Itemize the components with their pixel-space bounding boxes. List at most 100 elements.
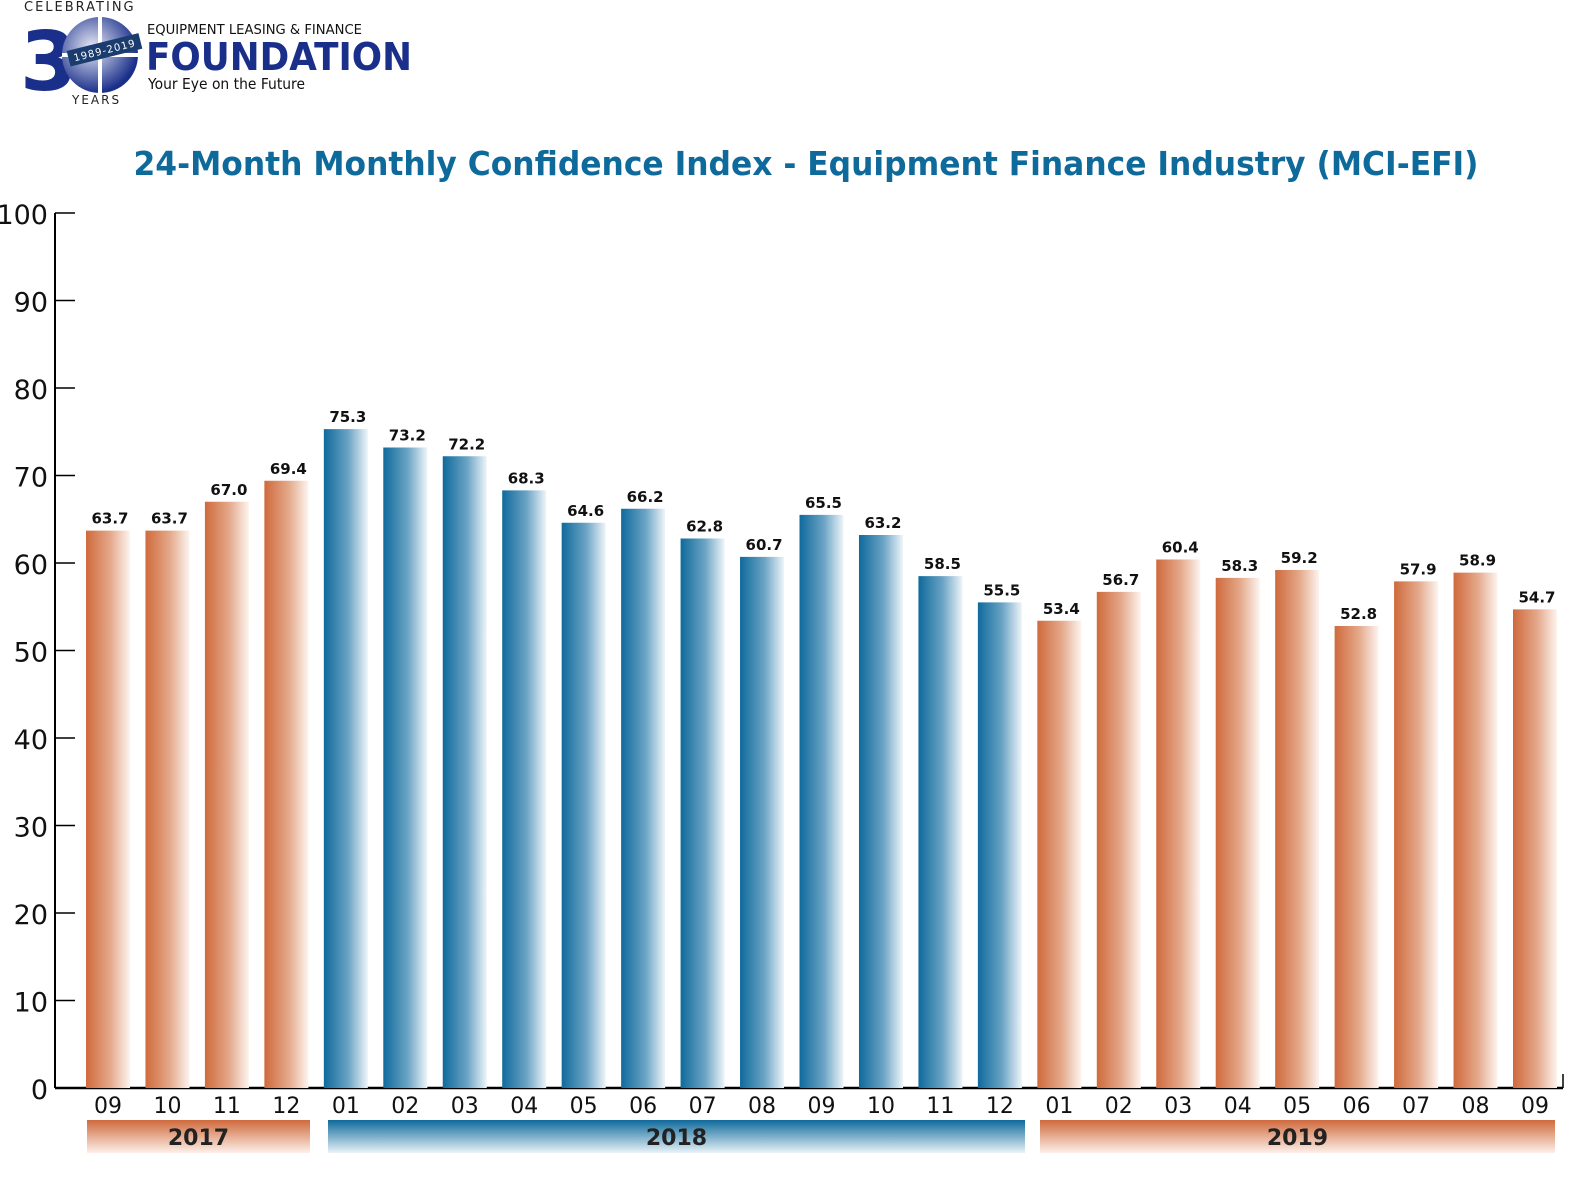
y-tick-label: 60 [14, 550, 48, 581]
bar [1334, 626, 1379, 1088]
year-band [328, 1120, 1025, 1153]
x-tick-label: 04 [1224, 1094, 1252, 1119]
data-label: 73.2 [389, 427, 426, 445]
bar [740, 556, 785, 1088]
bar [86, 530, 130, 1088]
x-tick-label: 08 [748, 1094, 776, 1119]
bar [383, 447, 428, 1088]
chart-title: 24-Month Monthly Confidence Index - Equi… [134, 144, 1479, 183]
y-tick-label: 40 [14, 725, 48, 756]
year-band [87, 1120, 310, 1153]
bar [502, 490, 547, 1088]
data-label: 67.0 [210, 481, 247, 499]
year-band [1040, 1120, 1555, 1153]
x-tick-label: 02 [391, 1094, 419, 1119]
logo-tagline: Your Eye on the Future [147, 75, 305, 93]
logo-years: YEARS [71, 93, 121, 107]
x-tick-label: 12 [272, 1094, 300, 1119]
x-tick-label: 05 [570, 1094, 598, 1119]
x-tick-label: 12 [986, 1094, 1014, 1119]
bar [442, 456, 487, 1088]
year-label: 2019 [1267, 1126, 1328, 1151]
x-tick-label: 07 [1402, 1094, 1430, 1119]
bar [1275, 570, 1320, 1088]
data-label: 55.5 [983, 581, 1020, 599]
bar [977, 602, 1022, 1088]
data-label: 53.4 [1043, 600, 1080, 618]
bar [561, 522, 606, 1088]
data-label: 60.4 [1162, 539, 1199, 557]
x-tick-label: 06 [629, 1094, 657, 1119]
x-tick-label: 02 [1105, 1094, 1133, 1119]
bar [1513, 609, 1557, 1088]
foundation-logo: CELEBRATING 3 1989-2019 YEARS EQUIPMENT … [20, 0, 412, 110]
y-tick-label: 0 [31, 1075, 48, 1106]
bar [1394, 581, 1439, 1088]
bar [204, 501, 249, 1088]
bar [264, 480, 309, 1088]
x-tick-label: 09 [94, 1094, 122, 1119]
x-tick-label: 09 [808, 1094, 836, 1119]
data-label: 59.2 [1281, 549, 1318, 567]
data-label: 63.7 [151, 510, 188, 528]
y-tick-label: 80 [14, 375, 48, 406]
x-tick-label: 03 [1164, 1094, 1192, 1119]
bar [621, 508, 666, 1088]
bar [1453, 572, 1498, 1088]
y-tick-label: 50 [14, 638, 48, 669]
data-label: 58.3 [1221, 557, 1258, 575]
bar [1096, 591, 1141, 1088]
data-label: 54.7 [1518, 588, 1555, 606]
bar [1215, 577, 1260, 1088]
data-label: 68.3 [508, 469, 545, 487]
data-label: 57.9 [1400, 560, 1437, 578]
x-tick-label: 01 [1045, 1094, 1073, 1119]
data-label: 62.8 [686, 518, 723, 536]
bar [680, 538, 725, 1088]
data-label: 69.4 [270, 460, 307, 478]
y-tick-label: 30 [14, 813, 48, 844]
x-tick-label: 07 [689, 1094, 717, 1119]
bar [799, 514, 844, 1088]
bar [1037, 620, 1082, 1088]
bar [858, 535, 903, 1088]
x-tick-label: 03 [451, 1094, 479, 1119]
data-label: 56.7 [1102, 571, 1139, 589]
x-tick-label: 08 [1462, 1094, 1490, 1119]
x-tick-label: 04 [510, 1094, 538, 1119]
y-tick-label: 10 [14, 988, 48, 1019]
bar [918, 576, 963, 1088]
x-tick-label: 11 [213, 1094, 241, 1119]
bar [1156, 559, 1201, 1088]
y-tick-label: 90 [14, 288, 48, 319]
bar [145, 530, 190, 1088]
data-label: 66.2 [627, 488, 664, 506]
x-tick-label: 01 [332, 1094, 360, 1119]
x-tick-label: 06 [1343, 1094, 1371, 1119]
data-label: 64.6 [567, 502, 604, 520]
y-tick-label: 100 [0, 200, 48, 231]
y-tick-label: 70 [14, 463, 48, 494]
year-label: 2018 [646, 1126, 707, 1151]
bar [323, 429, 368, 1088]
data-label: 63.7 [91, 510, 128, 528]
data-label: 58.9 [1459, 552, 1496, 570]
x-tick-label: 05 [1283, 1094, 1311, 1119]
data-label: 60.7 [746, 536, 783, 554]
data-label: 75.3 [329, 408, 366, 426]
logo-org-name: FOUNDATION [146, 35, 412, 79]
logo-celebrating: CELEBRATING [24, 0, 136, 15]
x-tick-label: 10 [867, 1094, 895, 1119]
logo-org-line: EQUIPMENT LEASING & FINANCE [147, 23, 362, 38]
data-label: 58.5 [924, 555, 961, 573]
year-label: 2017 [168, 1126, 229, 1151]
y-tick-label: 20 [14, 900, 48, 931]
data-label: 65.5 [805, 494, 842, 512]
x-tick-label: 09 [1521, 1094, 1549, 1119]
data-label: 63.2 [864, 514, 901, 532]
x-tick-label: 11 [926, 1094, 954, 1119]
data-label: 52.8 [1340, 605, 1377, 623]
data-label: 72.2 [448, 435, 485, 453]
